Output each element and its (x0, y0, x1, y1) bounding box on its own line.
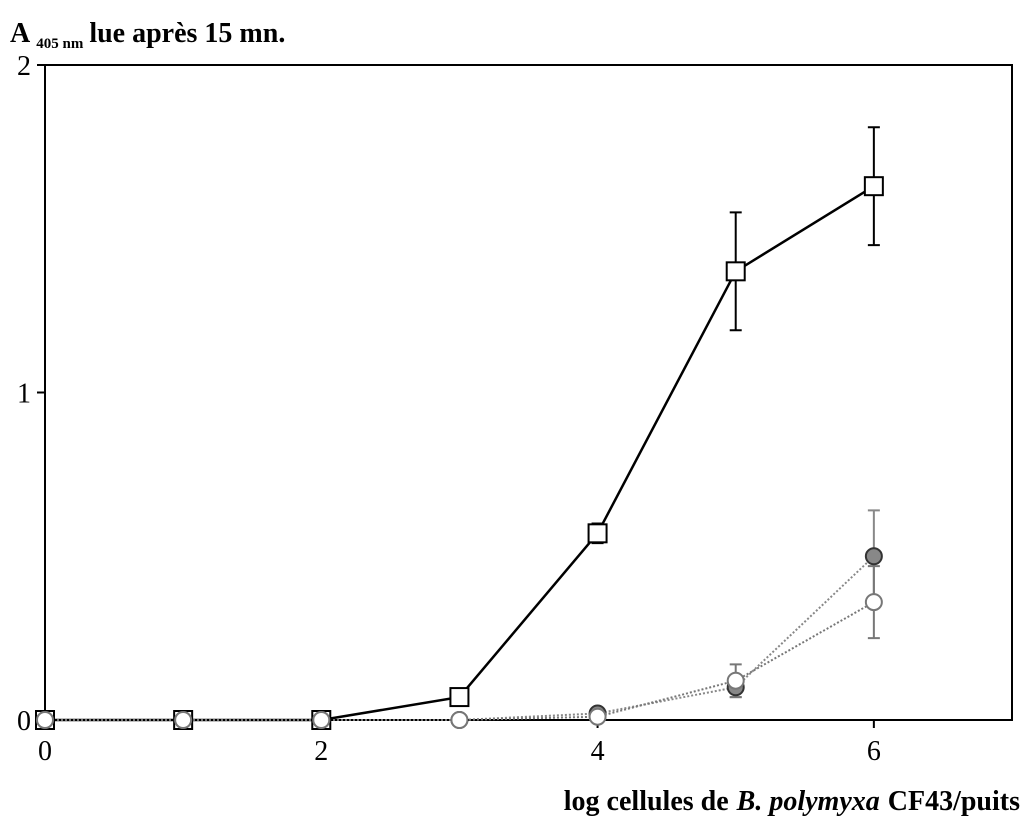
series-line (45, 185, 875, 722)
title-sub: 405 nm (36, 36, 84, 52)
marker (449, 687, 470, 708)
x-tick-label: 4 (591, 736, 605, 767)
marker (726, 671, 745, 690)
x-tick-label: 0 (38, 736, 52, 767)
marker (863, 176, 884, 197)
title-rest: lue après 15 mn. (89, 18, 285, 49)
marker (312, 711, 331, 729)
title-main: A (10, 18, 31, 49)
plot-frame (44, 64, 1013, 721)
marker (725, 261, 746, 282)
x-label-after: CF43/puits (888, 786, 1020, 817)
marker (864, 547, 883, 566)
y-tick-label: 1 (17, 379, 31, 410)
x-label-italic: B. polymyxa (736, 786, 880, 817)
marker (864, 593, 883, 612)
marker (36, 711, 54, 729)
x-axis-label: log cellules de B. polymyxa CF43/puits (564, 786, 1020, 817)
marker (174, 711, 193, 729)
chart-title: A 405 nm lue après 15 mn. (10, 18, 285, 52)
x-label-before: log cellules de (564, 786, 729, 817)
marker (450, 711, 469, 729)
x-tick-label: 6 (867, 736, 881, 767)
y-tick-label: 2 (17, 51, 31, 82)
marker (587, 523, 608, 544)
y-tick-label: 0 (17, 706, 31, 737)
marker (588, 707, 607, 726)
x-tick-label: 2 (314, 736, 328, 767)
